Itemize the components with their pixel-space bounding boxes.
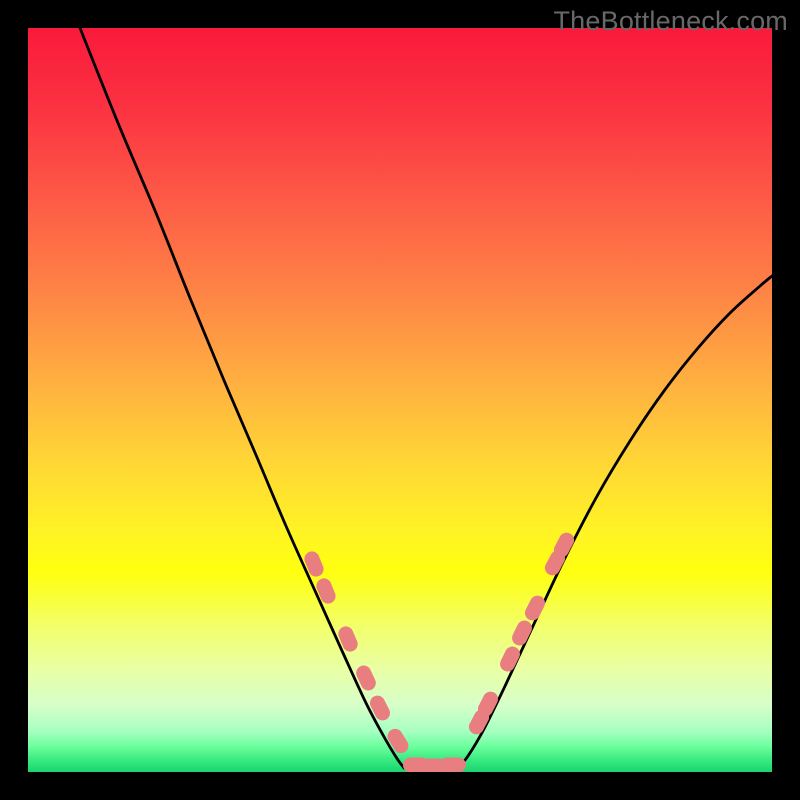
data-marker	[440, 758, 466, 773]
data-marker	[385, 726, 411, 756]
data-marker	[314, 576, 338, 606]
data-marker	[302, 549, 326, 579]
outer-frame: TheBottleneck.com	[0, 0, 800, 800]
curve-right-branch	[458, 276, 772, 768]
plot-area	[28, 28, 772, 772]
chart-svg	[28, 28, 772, 772]
data-marker	[354, 663, 379, 693]
data-marker	[367, 693, 392, 723]
watermark-text: TheBottleneck.com	[553, 6, 788, 37]
data-marker	[336, 624, 360, 654]
data-marker	[522, 593, 547, 623]
curve-left-branch	[80, 28, 404, 768]
